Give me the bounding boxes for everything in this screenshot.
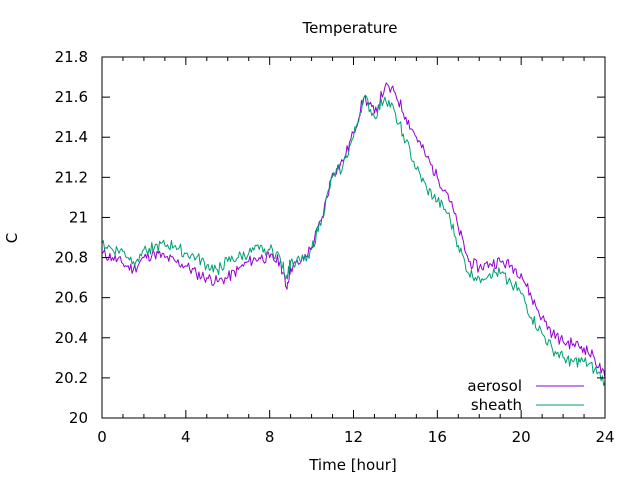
x-tick-label: 4 [181,428,191,446]
x-tick-label: 24 [595,428,614,446]
legend: aerosol sheath [467,377,584,414]
y-tick-label: 21 [69,208,88,226]
plot-frame [101,56,606,419]
y-tick-label: 21.4 [55,128,88,146]
legend-label-aerosol: aerosol [467,377,522,395]
x-tick-label: 12 [344,428,363,446]
chart-title: Temperature [301,19,397,37]
x-tick-label: 20 [512,428,531,446]
y-tick-label: 21.8 [55,48,88,66]
y-tick-label: 21.2 [55,168,88,186]
y-tick-label: 20.2 [55,369,88,387]
series-line-sheath [101,94,606,387]
y-tick-label: 20.6 [55,289,88,307]
x-axis-label: Time [hour] [308,456,397,474]
series-line-aerosol [101,82,606,378]
x-tick-label: 0 [97,428,107,446]
y-tick-label: 20 [69,409,88,427]
legend-label-sheath: sheath [471,396,522,414]
ticks-layer: 0 4 8 12 16 20 24 20 20.2 20.4 20.6 20.8 21 21.2 21.4 2… [55,48,615,446]
y-axis-label: C [3,233,21,243]
x-tick-label: 16 [428,428,447,446]
y-tick-label: 21.6 [55,88,88,106]
series-layer [101,82,606,387]
y-tick-label: 20.8 [55,249,88,267]
x-tick-label: 8 [265,428,275,446]
y-tick-label: 20.4 [55,329,88,347]
